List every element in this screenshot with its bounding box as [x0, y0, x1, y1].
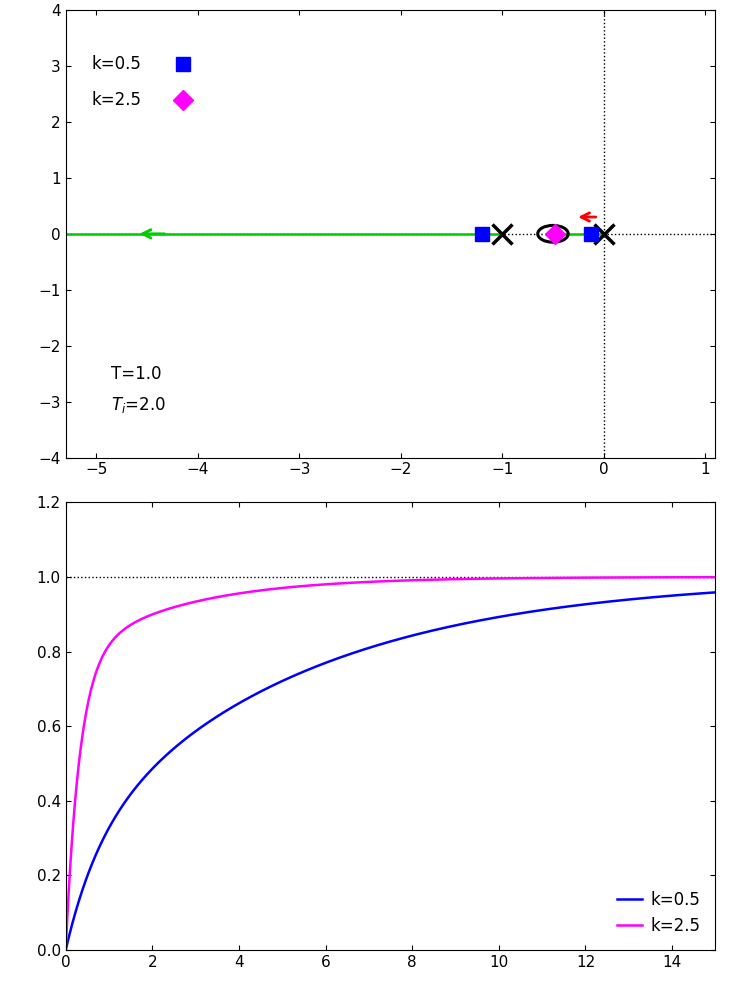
- k=0.5: [310, 661, 319, 673]
- Line: k=2.5: k=2.5: [66, 577, 715, 950]
- k=2.5: [711, 571, 720, 583]
- k=2.5: [61, 944, 70, 956]
- k=0.5: [698, 587, 707, 599]
- Text: T=1.0: T=1.0: [112, 365, 162, 383]
- Text: k=0.5: k=0.5: [92, 55, 142, 73]
- Legend: k=0.5, k=2.5: k=0.5, k=2.5: [610, 884, 707, 942]
- k=2.5: [310, 579, 319, 591]
- Text: $T_i$=2.0: $T_i$=2.0: [112, 395, 166, 415]
- k=0.5: [339, 650, 347, 662]
- k=0.5: [711, 586, 720, 598]
- k=0.5: [135, 777, 144, 789]
- k=0.5: [61, 944, 70, 956]
- k=2.5: [698, 571, 707, 583]
- k=2.5: [629, 571, 637, 583]
- Line: k=0.5: k=0.5: [66, 592, 715, 950]
- k=2.5: [339, 577, 347, 589]
- k=2.5: [174, 600, 182, 612]
- k=0.5: [174, 739, 182, 751]
- k=2.5: [135, 614, 144, 626]
- Text: k=2.5: k=2.5: [92, 91, 142, 109]
- k=0.5: [629, 593, 637, 605]
